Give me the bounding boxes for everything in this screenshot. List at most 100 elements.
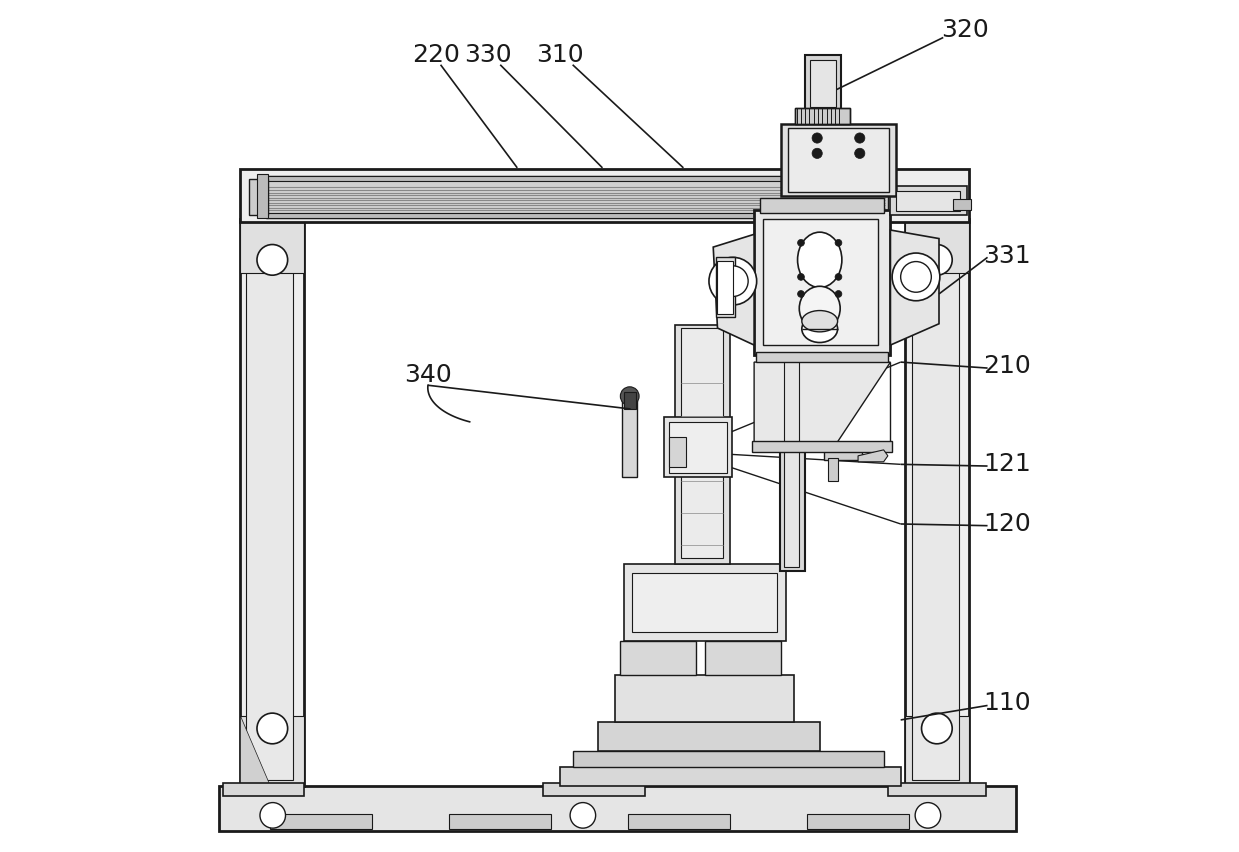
Bar [266,213,888,218]
Circle shape [798,239,804,246]
Bar [782,124,896,196]
Bar [249,179,268,215]
Bar [247,226,294,780]
Text: 340: 340 [404,363,452,387]
Bar [716,257,735,317]
Bar [888,783,986,796]
Text: 331: 331 [984,244,1031,268]
Bar [752,441,892,452]
Text: 310: 310 [536,43,584,67]
Bar [755,210,891,355]
Bar [824,445,862,460]
Circle shape [922,245,953,275]
Bar [223,783,305,796]
Bar [669,437,686,467]
Ellipse shape [799,286,840,331]
Polygon shape [755,362,891,443]
Polygon shape [859,450,888,462]
Ellipse shape [802,315,838,343]
Bar [620,641,696,675]
Circle shape [835,273,841,280]
Circle shape [717,266,748,296]
Bar [240,169,969,222]
Polygon shape [240,222,305,273]
Ellipse shape [719,268,746,295]
Text: 320: 320 [940,18,989,42]
Text: 110: 110 [984,691,1031,715]
Circle shape [901,262,932,292]
Bar [616,675,794,722]
Bar [681,328,724,558]
Bar [669,422,727,473]
Bar [904,219,969,786]
Bar [891,186,968,215]
Circle shape [798,291,804,297]
Circle shape [892,253,940,301]
Bar [266,176,888,181]
Bar [572,751,883,767]
Polygon shape [714,234,755,345]
Bar [628,814,730,829]
Bar [807,814,909,829]
Polygon shape [240,716,270,786]
Ellipse shape [902,263,929,291]
Bar [760,198,883,213]
Bar [795,108,850,124]
Bar [756,352,888,362]
Circle shape [835,291,841,297]
Bar [623,564,786,641]
Circle shape [835,239,841,246]
Bar [784,222,799,567]
Bar [788,128,888,192]
Text: 210: 210 [984,354,1031,378]
Bar [779,217,805,571]
Circle shape [256,245,287,275]
Bar [449,814,551,829]
Circle shape [256,713,287,744]
Circle shape [621,387,639,406]
Text: 220: 220 [413,43,460,67]
Bar [795,108,850,124]
Bar [828,458,839,481]
Polygon shape [240,716,305,786]
Circle shape [855,148,865,158]
Bar [810,60,836,106]
Bar [270,814,373,829]
Bar [705,641,782,675]
Text: 330: 330 [463,43,512,67]
Bar [717,261,732,314]
Circle shape [709,257,757,305]
Text: 120: 120 [984,512,1031,536]
Circle shape [812,133,823,143]
Bar [675,325,730,564]
Bar [664,417,732,477]
Bar [805,55,841,111]
Circle shape [798,273,804,280]
Circle shape [922,713,953,744]
Bar [896,191,960,211]
Polygon shape [904,222,969,273]
Ellipse shape [802,310,838,331]
Polygon shape [891,230,939,345]
Bar [622,400,637,477]
Bar [543,783,646,796]
Bar [266,176,888,218]
Bar [258,174,268,218]
Bar [632,573,777,632]
Circle shape [916,803,940,828]
Bar [598,722,820,751]
Bar [912,226,959,780]
Circle shape [570,803,596,828]
Ellipse shape [798,232,841,288]
Bar [623,392,636,409]
Circle shape [260,803,285,828]
Polygon shape [904,716,969,786]
Circle shape [855,133,865,143]
Bar [763,219,877,345]
Bar [560,767,901,786]
Bar [240,219,305,786]
Bar [219,786,1016,831]
Text: 121: 121 [984,452,1031,476]
Circle shape [812,148,823,158]
Bar [954,199,970,210]
